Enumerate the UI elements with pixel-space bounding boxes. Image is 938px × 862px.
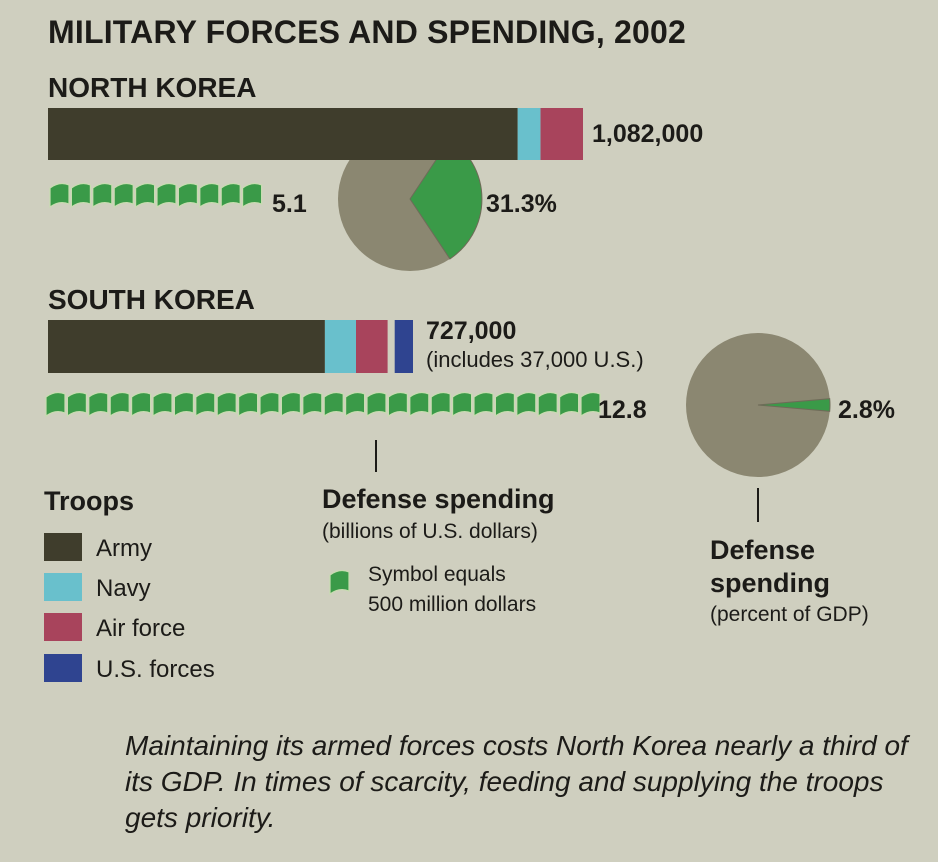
north-korea-money-symbol [92, 182, 113, 209]
south-korea-money-symbol [131, 391, 152, 418]
legend-label-air-force: Air force [96, 615, 186, 642]
north-korea-money-symbol [49, 182, 70, 209]
legend-title: Troops [44, 486, 135, 516]
south-korea-money-symbol [345, 391, 366, 418]
south-korea-money-symbol [387, 391, 408, 418]
south-korea-money-symbol [516, 391, 537, 418]
south-korea-money-symbol [366, 391, 387, 418]
legend-swatch-navy [44, 573, 82, 601]
spending-subtitle: (billions of U.S. dollars) [322, 520, 538, 543]
north-korea-money-symbol [70, 182, 91, 209]
north-korea-money-symbol [242, 182, 263, 209]
south-korea-money-symbol [216, 391, 237, 418]
north-korea-bar-army [48, 108, 518, 160]
north-korea-money-symbol [199, 182, 220, 209]
caption: Maintaining its armed forces costs North… [125, 730, 908, 833]
south-korea-money-symbol [430, 391, 451, 418]
legend-label-us-forces: U.S. forces [96, 656, 215, 683]
legend-label-navy: Navy [96, 575, 151, 602]
gdp-subtitle: (percent of GDP) [710, 603, 869, 626]
legend-swatch-us-forces [44, 654, 82, 682]
gdp-title-line1: Defense [710, 535, 816, 565]
north-korea-gdp-percent: 31.3% [486, 190, 557, 218]
legend-money-symbol [329, 569, 350, 596]
south-korea-money-symbol [409, 391, 430, 418]
south-korea-bar-army [48, 320, 325, 373]
south-korea-money-symbol [259, 391, 280, 418]
south-korea-money-symbol [238, 391, 259, 418]
south-korea-pie-slice-defense [757, 398, 831, 412]
south-korea-money-symbol [88, 391, 109, 418]
south-korea-money-symbol [537, 391, 558, 418]
south-korea-gdp-percent: 2.8% [838, 396, 895, 424]
gdp-title-line2: spending [710, 568, 830, 598]
south-korea-bar-u-s-forces [394, 320, 413, 373]
south-korea-money-symbol [173, 391, 194, 418]
south-korea-bar-air-force [356, 320, 388, 373]
south-korea-money-symbol [580, 391, 601, 418]
south-korea-troops-total: 727,000 [426, 317, 517, 345]
legend-label-army: Army [96, 535, 152, 562]
symbol-note-line1: Symbol equals [368, 563, 506, 586]
south-korea-money-symbol [559, 391, 580, 418]
south-korea-troops-note: (includes 37,000 U.S.) [426, 347, 644, 372]
north-korea-money-symbol [220, 182, 241, 209]
north-korea-money-symbol [113, 182, 134, 209]
north-korea-bar-navy [517, 108, 541, 160]
south-korea-label: SOUTH KOREA [48, 284, 255, 315]
north-korea-money-symbol [177, 182, 198, 209]
legend-swatch-air-force [44, 613, 82, 641]
south-korea-money-symbol [494, 391, 515, 418]
south-korea-money-symbol [302, 391, 323, 418]
north-korea-troops-total: 1,082,000 [592, 120, 704, 148]
chart-title: MILITARY FORCES AND SPENDING, 2002 [48, 14, 687, 50]
south-korea-money-symbol [452, 391, 473, 418]
symbol-note-line2: 500 million dollars [368, 593, 537, 616]
south-korea-bar-navy [324, 320, 357, 373]
north-korea-label: NORTH KOREA [48, 72, 257, 103]
south-korea-money-symbol [323, 391, 344, 418]
south-korea-money-symbol [45, 391, 66, 418]
south-korea-money-symbol [66, 391, 87, 418]
south-korea-money-symbol [473, 391, 494, 418]
north-korea-bar-air-force [540, 108, 583, 160]
north-korea-money-symbol [156, 182, 177, 209]
south-korea-spending-value: 12.8 [598, 396, 647, 424]
north-korea-money-symbol [135, 182, 156, 209]
north-korea-spending-value: 5.1 [272, 190, 307, 218]
south-korea-money-symbol [152, 391, 173, 418]
south-korea-money-symbol [280, 391, 301, 418]
south-korea-money-symbol [195, 391, 216, 418]
legend-swatch-army [44, 533, 82, 561]
spending-title: Defense spending [322, 484, 555, 514]
south-korea-money-symbol [109, 391, 130, 418]
